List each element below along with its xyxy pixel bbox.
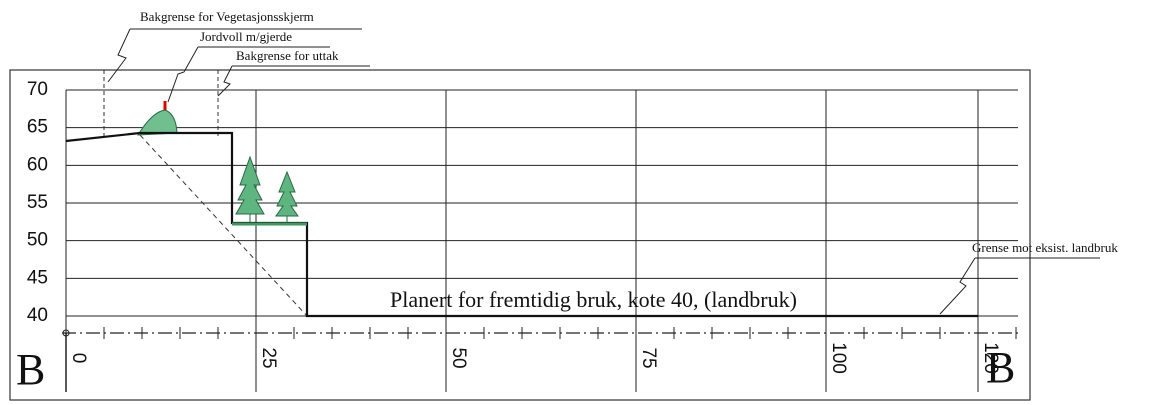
y-tick-label: 55 [27, 192, 48, 213]
x-tick-label: 25 [258, 347, 279, 368]
label: Bakgrense for uttak [236, 48, 339, 63]
leaders [107, 28, 1100, 315]
y-tick-label: 65 [27, 117, 48, 138]
y-tick-label: 40 [27, 305, 48, 326]
frame [9, 69, 1031, 401]
y-tick-label: 45 [27, 267, 48, 288]
trees [235, 155, 299, 223]
x-tick-label: 50 [448, 347, 469, 368]
y-tick-label: 60 [27, 154, 48, 175]
x-tick-label: 75 [638, 347, 659, 368]
section-letter: B [16, 345, 45, 394]
x-tick-label: 100 [828, 342, 849, 374]
label: Grense mot eksist. landbruk [972, 240, 1118, 255]
grid [65, 89, 1018, 392]
section-letter: B [986, 343, 1015, 392]
label: Jordvoll m/gjerde [200, 29, 292, 44]
label: Bakgrense for Vegetasjonsskjerm [140, 9, 314, 24]
label: Planert for fremtidig bruk, kote 40, (la… [390, 287, 797, 312]
x-tick-label: 120 [980, 342, 1001, 374]
x-tick-label: 0 [68, 353, 89, 364]
y-tick-label: 70 [27, 79, 48, 100]
mound [137, 109, 178, 136]
y-tick-label: 50 [27, 230, 48, 251]
